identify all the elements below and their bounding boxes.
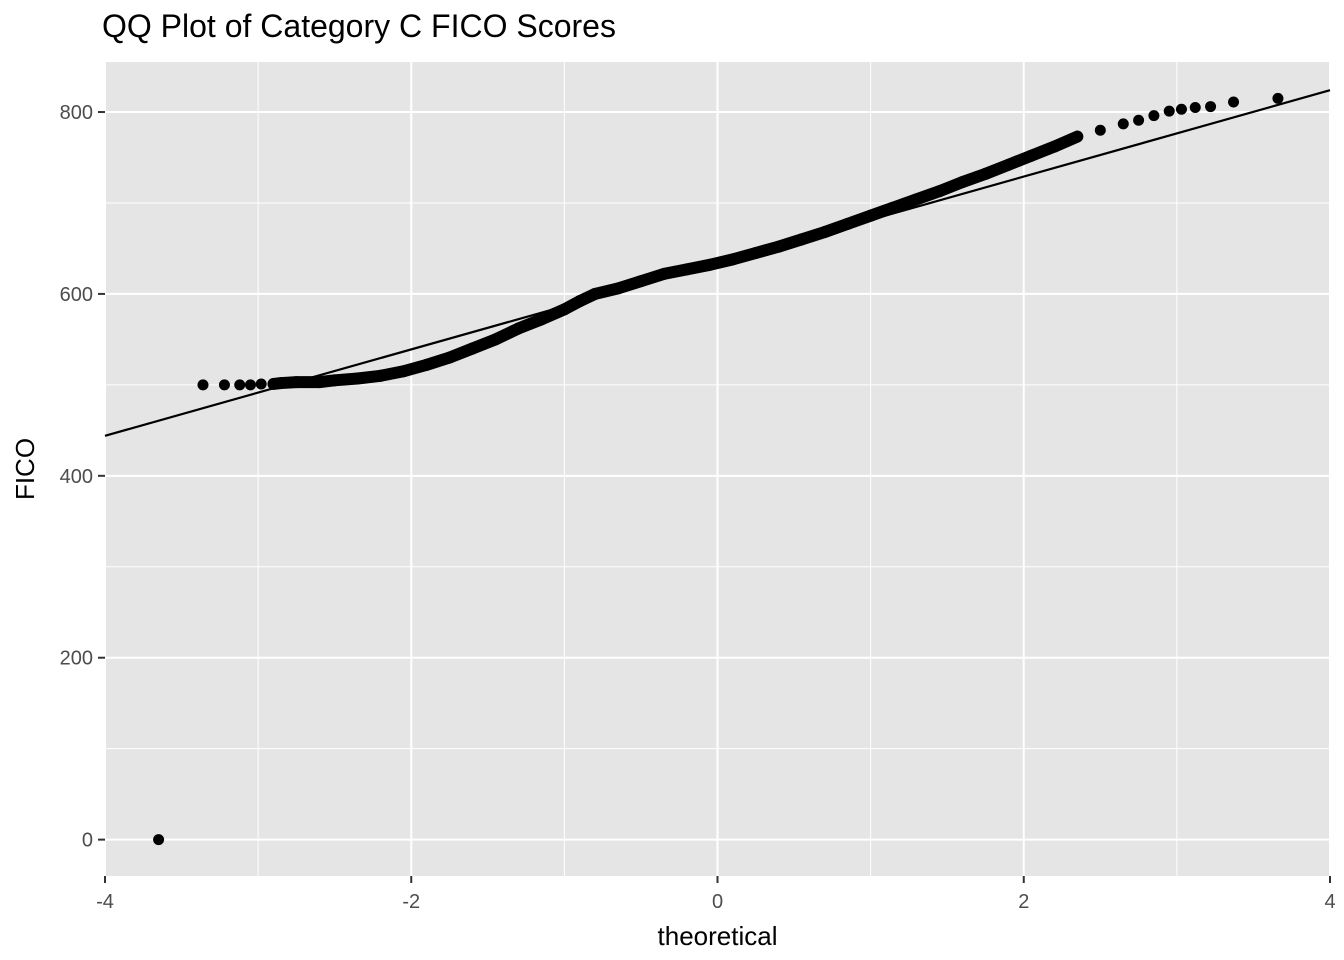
data-point: [421, 359, 433, 371]
data-point: [1175, 103, 1187, 115]
data-point: [1148, 110, 1160, 122]
data-point: [574, 295, 586, 307]
data-point: [1094, 124, 1106, 136]
data-point: [957, 176, 968, 188]
data-point: [398, 365, 410, 377]
y-tick-label: 800: [60, 102, 93, 124]
data-point: [218, 379, 230, 391]
data-point: [255, 378, 267, 390]
data-point: [1272, 92, 1284, 104]
y-axis-title: FICO: [10, 438, 40, 500]
x-tick-label: 0: [712, 891, 723, 913]
x-tick-label: -4: [96, 891, 114, 913]
x-axis: -4 -2 0 2 4: [96, 876, 1336, 913]
data-point: [842, 218, 854, 230]
data-point: [979, 168, 991, 180]
data-point: [727, 253, 739, 265]
data-point: [558, 303, 570, 315]
data-point: [535, 313, 547, 325]
y-tick-label: 200: [60, 648, 93, 670]
x-tick-label: -2: [402, 891, 420, 913]
data-points: [153, 92, 1284, 846]
data-point: [1133, 114, 1145, 126]
data-point: [888, 202, 900, 214]
y-tick-label: 600: [60, 284, 93, 306]
data-point: [1228, 96, 1240, 108]
y-tick-label: 0: [82, 830, 93, 852]
data-point: [512, 322, 524, 334]
y-axis: 0 200 400 600 800: [60, 102, 105, 852]
data-point: [1071, 131, 1083, 143]
data-point: [612, 282, 624, 294]
y-tick-label: 400: [60, 466, 93, 488]
data-point: [1002, 159, 1014, 171]
data-point: [865, 210, 877, 222]
data-point: [1117, 118, 1129, 130]
x-tick-label: 2: [1018, 891, 1029, 913]
data-point: [1189, 101, 1201, 113]
data-point: [773, 241, 785, 253]
data-point: [444, 352, 456, 364]
data-point: [635, 275, 647, 287]
x-axis-title: theoretical: [658, 921, 778, 951]
major-gridlines: [104, 62, 1331, 876]
data-point: [275, 377, 287, 389]
data-point: [750, 247, 762, 259]
data-point: [819, 226, 831, 238]
data-point: [375, 370, 387, 382]
data-point: [1025, 150, 1037, 162]
data-point: [467, 342, 478, 354]
chart-title: QQ Plot of Category C FICO Scores: [102, 8, 616, 44]
data-point: [589, 288, 601, 300]
data-point: [704, 259, 716, 271]
data-point: [911, 193, 923, 205]
data-point: [313, 376, 325, 388]
data-point: [234, 379, 246, 391]
x-tick-label: 4: [1324, 891, 1335, 913]
data-point: [934, 185, 946, 197]
data-point: [1048, 141, 1060, 153]
data-point: [290, 376, 302, 388]
data-point: [329, 374, 341, 386]
data-point: [1205, 101, 1217, 113]
data-point: [1163, 105, 1175, 117]
data-point: [658, 268, 670, 280]
data-point: [352, 373, 364, 385]
data-point: [244, 379, 256, 391]
data-point: [197, 379, 209, 391]
data-point: [681, 263, 693, 275]
data-point: [153, 834, 165, 846]
data-point: [796, 233, 808, 245]
data-point: [489, 333, 501, 345]
